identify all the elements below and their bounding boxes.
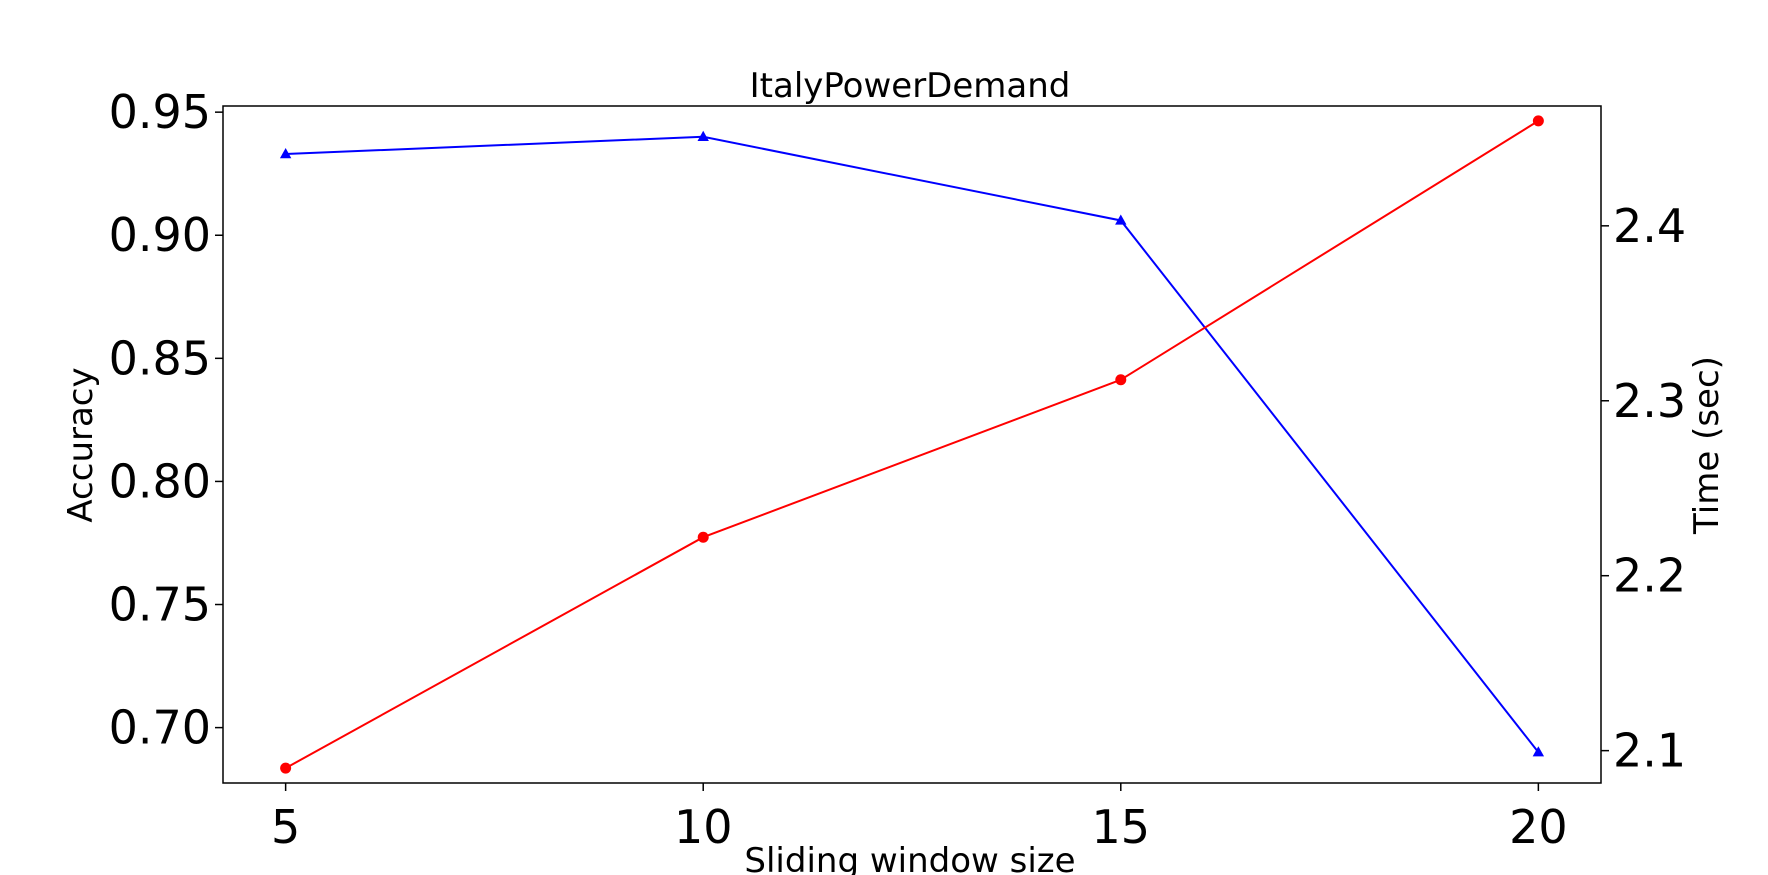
y2-tick-label: 2.4 xyxy=(1613,199,1686,253)
plot-area: 5 10 15 20 0.70 0.75 0.80 0.85 0.90 0.95 2.1 2.2 2.3… xyxy=(109,85,1687,854)
y2-tick-label: 2.3 xyxy=(1613,374,1686,428)
y2-tick-label: 2.1 xyxy=(1613,724,1686,778)
data-point-time xyxy=(1532,115,1544,127)
series-line-time xyxy=(285,120,1539,770)
data-point-accuracy xyxy=(1532,746,1545,757)
x-axis-label: Sliding window size xyxy=(744,841,1075,875)
x-tick-label: 10 xyxy=(674,800,733,854)
data-point-time xyxy=(697,531,709,543)
series-line-accuracy xyxy=(285,135,1540,753)
chart-title: ItalyPowerDemand xyxy=(750,66,1071,106)
y-tick-label: 0.95 xyxy=(109,85,211,139)
y-tick-label: 0.70 xyxy=(109,701,211,755)
x-tick-label: 15 xyxy=(1092,800,1151,854)
data-point-time xyxy=(280,762,292,774)
x-tick-label: 5 xyxy=(271,800,300,854)
y-tick-label: 0.80 xyxy=(109,454,211,508)
y-tick-label: 0.90 xyxy=(109,208,211,262)
data-point-accuracy xyxy=(279,148,292,159)
y-axis-label: Accuracy xyxy=(61,367,101,522)
y-tick-label: 0.75 xyxy=(109,578,211,632)
y-tick-label: 0.85 xyxy=(109,331,211,385)
y2-tick-label: 2.2 xyxy=(1613,549,1686,603)
x-tick-label: 20 xyxy=(1509,800,1568,854)
data-point-time xyxy=(1115,374,1127,386)
axes-frame xyxy=(222,105,1602,784)
data-point-accuracy xyxy=(1115,214,1127,225)
data-point-accuracy xyxy=(697,130,709,141)
y2-axis-label: Time (sec) xyxy=(1687,356,1727,535)
